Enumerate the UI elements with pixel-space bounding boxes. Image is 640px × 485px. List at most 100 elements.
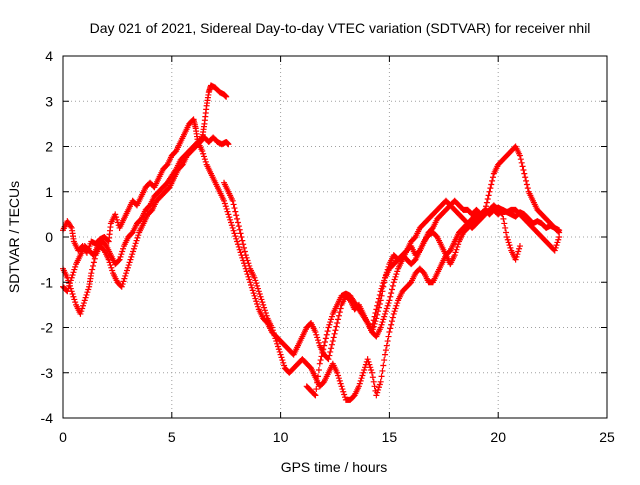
data-point xyxy=(221,200,228,207)
series-trace-d xyxy=(221,179,563,403)
data-point xyxy=(379,319,386,326)
data-point xyxy=(381,313,388,320)
data-point xyxy=(377,324,384,331)
data-point xyxy=(71,296,78,303)
data-point xyxy=(227,216,234,223)
data-point xyxy=(228,222,235,229)
x-axis-label: GPS time / hours xyxy=(281,459,388,475)
data-point xyxy=(375,299,382,306)
data-point xyxy=(483,199,490,206)
data-point xyxy=(489,177,496,184)
data-point xyxy=(393,271,400,278)
data-point xyxy=(375,386,382,393)
data-point xyxy=(391,308,398,315)
data-point xyxy=(381,277,388,284)
data-point xyxy=(315,337,322,344)
y-tick-label: -3 xyxy=(41,365,54,381)
data-point xyxy=(312,329,319,336)
data-point xyxy=(249,287,256,294)
data-point xyxy=(380,362,387,369)
data-point xyxy=(514,251,521,258)
data-point xyxy=(369,374,376,381)
data-point xyxy=(235,223,242,230)
data-point xyxy=(370,317,377,324)
data-point xyxy=(390,310,397,317)
data-point xyxy=(244,257,251,264)
data-point xyxy=(248,284,255,291)
data-point xyxy=(277,351,284,358)
data-point xyxy=(383,305,390,312)
data-point xyxy=(234,238,241,245)
data-point xyxy=(223,93,230,100)
data-point xyxy=(315,339,322,346)
data-point xyxy=(241,244,248,251)
data-point xyxy=(263,312,270,319)
data-point xyxy=(81,297,88,304)
data-point xyxy=(382,310,389,317)
data-point xyxy=(524,185,531,192)
data-point xyxy=(330,334,337,341)
data-point xyxy=(327,348,334,355)
data-point xyxy=(389,318,396,325)
data-point xyxy=(335,372,342,379)
data-point xyxy=(233,235,240,242)
data-point xyxy=(375,384,382,391)
data-point xyxy=(105,256,112,263)
data-point xyxy=(124,264,131,271)
data-point xyxy=(276,348,283,355)
data-point xyxy=(379,367,386,374)
data-point xyxy=(316,360,323,367)
data-point xyxy=(274,343,281,350)
data-point xyxy=(500,215,507,222)
y-axis-label: SDTVAR / TECUs xyxy=(6,181,22,293)
data-point xyxy=(133,237,140,244)
data-point xyxy=(66,280,73,287)
data-point xyxy=(385,333,392,340)
data-point xyxy=(251,274,258,281)
data-point xyxy=(315,373,322,380)
data-point xyxy=(371,383,378,390)
data-point xyxy=(89,266,96,273)
y-tick-label: -1 xyxy=(41,274,54,290)
x-tick-label: 20 xyxy=(490,429,506,445)
data-point xyxy=(135,232,142,239)
data-point xyxy=(104,237,111,244)
data-point xyxy=(359,372,366,379)
data-point xyxy=(506,242,513,249)
data-point xyxy=(256,291,263,298)
data-point xyxy=(252,295,259,302)
data-point xyxy=(378,321,385,328)
data-point xyxy=(339,386,346,393)
series-trace-f xyxy=(303,197,523,399)
data-point xyxy=(225,211,232,218)
data-point xyxy=(278,354,285,361)
data-point xyxy=(67,277,74,284)
data-point xyxy=(368,369,375,376)
data-point xyxy=(72,263,79,270)
data-point xyxy=(231,230,238,237)
data-point xyxy=(112,211,119,218)
data-point xyxy=(233,212,240,219)
data-point xyxy=(552,244,559,251)
x-tick-label: 10 xyxy=(273,429,289,445)
data-point xyxy=(225,141,232,148)
data-point xyxy=(555,236,562,243)
data-point xyxy=(80,302,87,309)
data-point xyxy=(369,320,376,327)
data-point xyxy=(71,266,78,273)
data-point xyxy=(485,192,492,199)
data-point xyxy=(130,248,137,255)
data-point xyxy=(122,272,129,279)
data-point xyxy=(378,285,385,292)
data-point xyxy=(229,197,236,204)
data-point xyxy=(123,267,130,274)
data-point xyxy=(234,219,241,226)
data-point xyxy=(88,270,95,277)
data-point xyxy=(239,237,246,244)
data-point xyxy=(553,242,560,249)
data-point xyxy=(518,159,525,166)
data-point xyxy=(107,262,114,269)
data-point xyxy=(489,174,496,181)
data-point xyxy=(383,342,390,349)
